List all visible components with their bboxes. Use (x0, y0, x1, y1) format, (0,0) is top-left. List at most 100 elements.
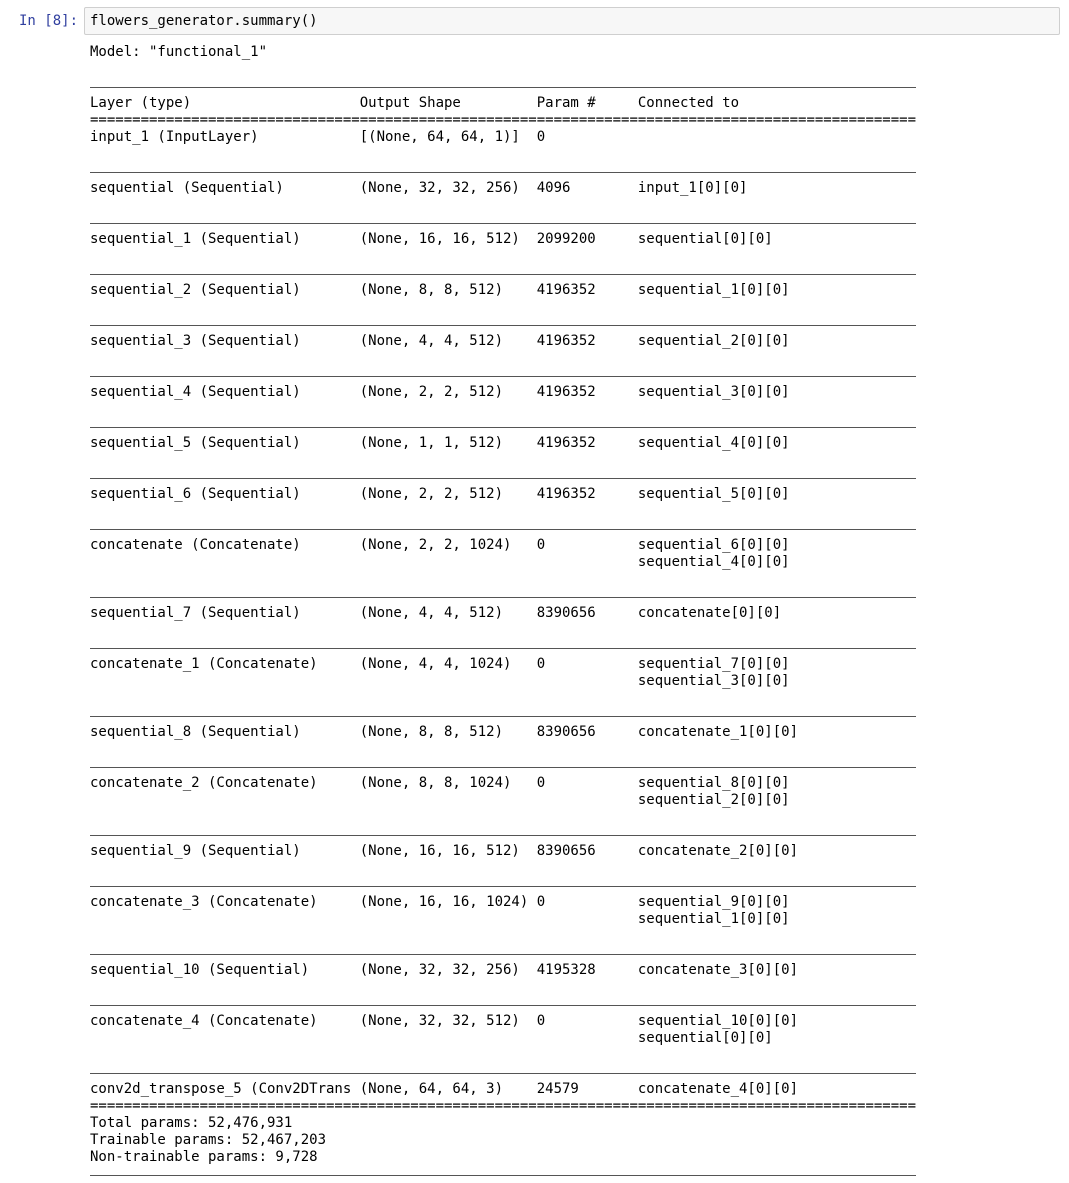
table-row: sequential_6 (Sequential) (None, 2, 2, 51… (90, 486, 916, 503)
connected-to: input_1[0][0] (637, 180, 748, 196)
output-shape: (None, 16, 16, 512) (359, 843, 520, 859)
layer-name: concatenate_3 (Concatenate) (90, 894, 318, 910)
connected-to: sequential_4[0][0] (637, 435, 790, 451)
table-row-continuation: sequential_1[0][0] (90, 911, 916, 928)
param-count: 0 (536, 129, 546, 145)
blank-line (90, 248, 916, 265)
blank-line (90, 299, 916, 316)
connected-to: sequential_2[0][0] (637, 792, 790, 808)
param-count: 4096 (536, 180, 571, 196)
code-text: flowers_generator.summary() (90, 13, 318, 29)
output-shape: (None, 2, 2, 512) (359, 486, 504, 502)
table-row: sequential_7 (Sequential) (None, 4, 4, 51… (90, 605, 916, 622)
output-shape: (None, 8, 8, 512) (359, 282, 504, 298)
table-row-continuation: sequential_4[0][0] (90, 554, 916, 571)
blank-line (90, 622, 916, 639)
table-row: concatenate_1 (Concatenate) (None, 4, 4, … (90, 656, 916, 673)
table-row: concatenate_2 (Concatenate) (None, 8, 8, … (90, 775, 916, 792)
output-shape: (None, 32, 32, 512) (359, 1013, 520, 1029)
output-shape: (None, 8, 8, 1024) (359, 775, 512, 791)
connected-to: sequential_7[0][0] (637, 656, 790, 672)
param-count: 24579 (536, 1081, 579, 1097)
separator-rule (90, 316, 916, 333)
model-name: Model: "functional_1" (90, 44, 268, 60)
connected-to: sequential_4[0][0] (637, 554, 790, 570)
blank-line (90, 571, 916, 588)
output-shape: (None, 16, 16, 1024) (359, 894, 529, 910)
connected-to: concatenate_4[0][0] (637, 1081, 799, 1097)
param-count: 0 (536, 537, 546, 553)
separator-rule (90, 163, 916, 180)
blank-line (90, 1047, 916, 1064)
separator-rule (90, 639, 916, 656)
table-row: sequential (Sequential) (None, 32, 32, 25… (90, 180, 916, 197)
connected-to: sequential_10[0][0] (637, 1013, 799, 1029)
layer-name: sequential_2 (Sequential) (90, 282, 301, 298)
layer-name: sequential_10 (Sequential) (90, 962, 310, 978)
table-row: input_1 (InputLayer) [(None, 64, 64, 1)] 0 (90, 129, 916, 146)
output-shape: (None, 2, 2, 512) (359, 384, 504, 400)
param-count: 0 (536, 775, 546, 791)
param-count: 4196352 (536, 435, 596, 451)
connected-to: sequential_8[0][0] (637, 775, 790, 791)
separator-rule (90, 707, 916, 724)
blank-line (90, 61, 916, 78)
separator-rule (90, 826, 916, 843)
table-row: sequential_1 (Sequential) (None, 16, 16, … (90, 231, 916, 248)
output-shape: (None, 4, 4, 512) (359, 333, 504, 349)
layer-name: input_1 (InputLayer) (90, 129, 259, 145)
layer-name: sequential_8 (Sequential) (90, 724, 301, 740)
param-count: 4196352 (536, 282, 596, 298)
separator-rule (90, 520, 916, 537)
table-header: Layer (type) Output Shape Param # Connected… (90, 95, 916, 112)
connected-to: sequential[0][0] (637, 1030, 773, 1046)
param-count: 4196352 (536, 333, 596, 349)
separator-rule (90, 1166, 916, 1183)
layer-name: sequential (Sequential) (90, 180, 284, 196)
param-total: Non-trainable params: 9,728 (90, 1149, 318, 1165)
layer-name: sequential_7 (Sequential) (90, 605, 301, 621)
layer-name: concatenate_1 (Concatenate) (90, 656, 318, 672)
layer-name: sequential_5 (Sequential) (90, 435, 301, 451)
layer-name: sequential_9 (Sequential) (90, 843, 301, 859)
blank-line (90, 928, 916, 945)
output-shape: (None, 32, 32, 256) (359, 180, 520, 196)
param-total: Total params: 52,476,931 (90, 1115, 293, 1131)
layer-name: concatenate (Concatenate) (90, 537, 301, 553)
table-row: conv2d_transpose_5 (Conv2DTrans (None, 64… (90, 1081, 916, 1098)
code-input-cell[interactable]: flowers_generator.summary() (84, 7, 1060, 35)
blank-line (90, 452, 916, 469)
table-row: concatenate_3 (Concatenate) (None, 16, 16… (90, 894, 916, 911)
connected-to: concatenate[0][0] (637, 605, 782, 621)
param-count: 0 (536, 1013, 546, 1029)
separator-rule (90, 588, 916, 605)
param-count: 8390656 (536, 724, 596, 740)
connected-to: sequential_9[0][0] (637, 894, 790, 910)
separator-rule (90, 945, 916, 962)
connected-to: sequential_1[0][0] (637, 282, 790, 298)
layer-name: concatenate_2 (Concatenate) (90, 775, 318, 791)
blank-line (90, 741, 916, 758)
table-row: sequential_2 (Sequential) (None, 8, 8, 51… (90, 282, 916, 299)
blank-line (90, 809, 916, 826)
layer-name: sequential_1 (Sequential) (90, 231, 301, 247)
blank-line (90, 350, 916, 367)
table-row: sequential_8 (Sequential) (None, 8, 8, 51… (90, 724, 916, 741)
table-row: sequential_10 (Sequential) (None, 32, 32,… (90, 962, 916, 979)
param-count: 0 (536, 894, 546, 910)
layer-name: sequential_3 (Sequential) (90, 333, 301, 349)
table-row: concatenate (Concatenate) (None, 2, 2, 10… (90, 537, 916, 554)
param-count: 4196352 (536, 384, 596, 400)
param-count: 4195328 (536, 962, 596, 978)
connected-to: sequential[0][0] (637, 231, 773, 247)
layer-header: Layer (type) (90, 95, 192, 111)
separator-rule (90, 214, 916, 231)
separator-rule (90, 758, 916, 775)
params-header: Param # (536, 95, 596, 111)
blank-line (90, 860, 916, 877)
connected-to: sequential_3[0][0] (637, 673, 790, 689)
output-shape: (None, 32, 32, 256) (359, 962, 520, 978)
layer-name: sequential_4 (Sequential) (90, 384, 301, 400)
table-row-continuation: sequential_2[0][0] (90, 792, 916, 809)
output-shape: (None, 4, 4, 512) (359, 605, 504, 621)
